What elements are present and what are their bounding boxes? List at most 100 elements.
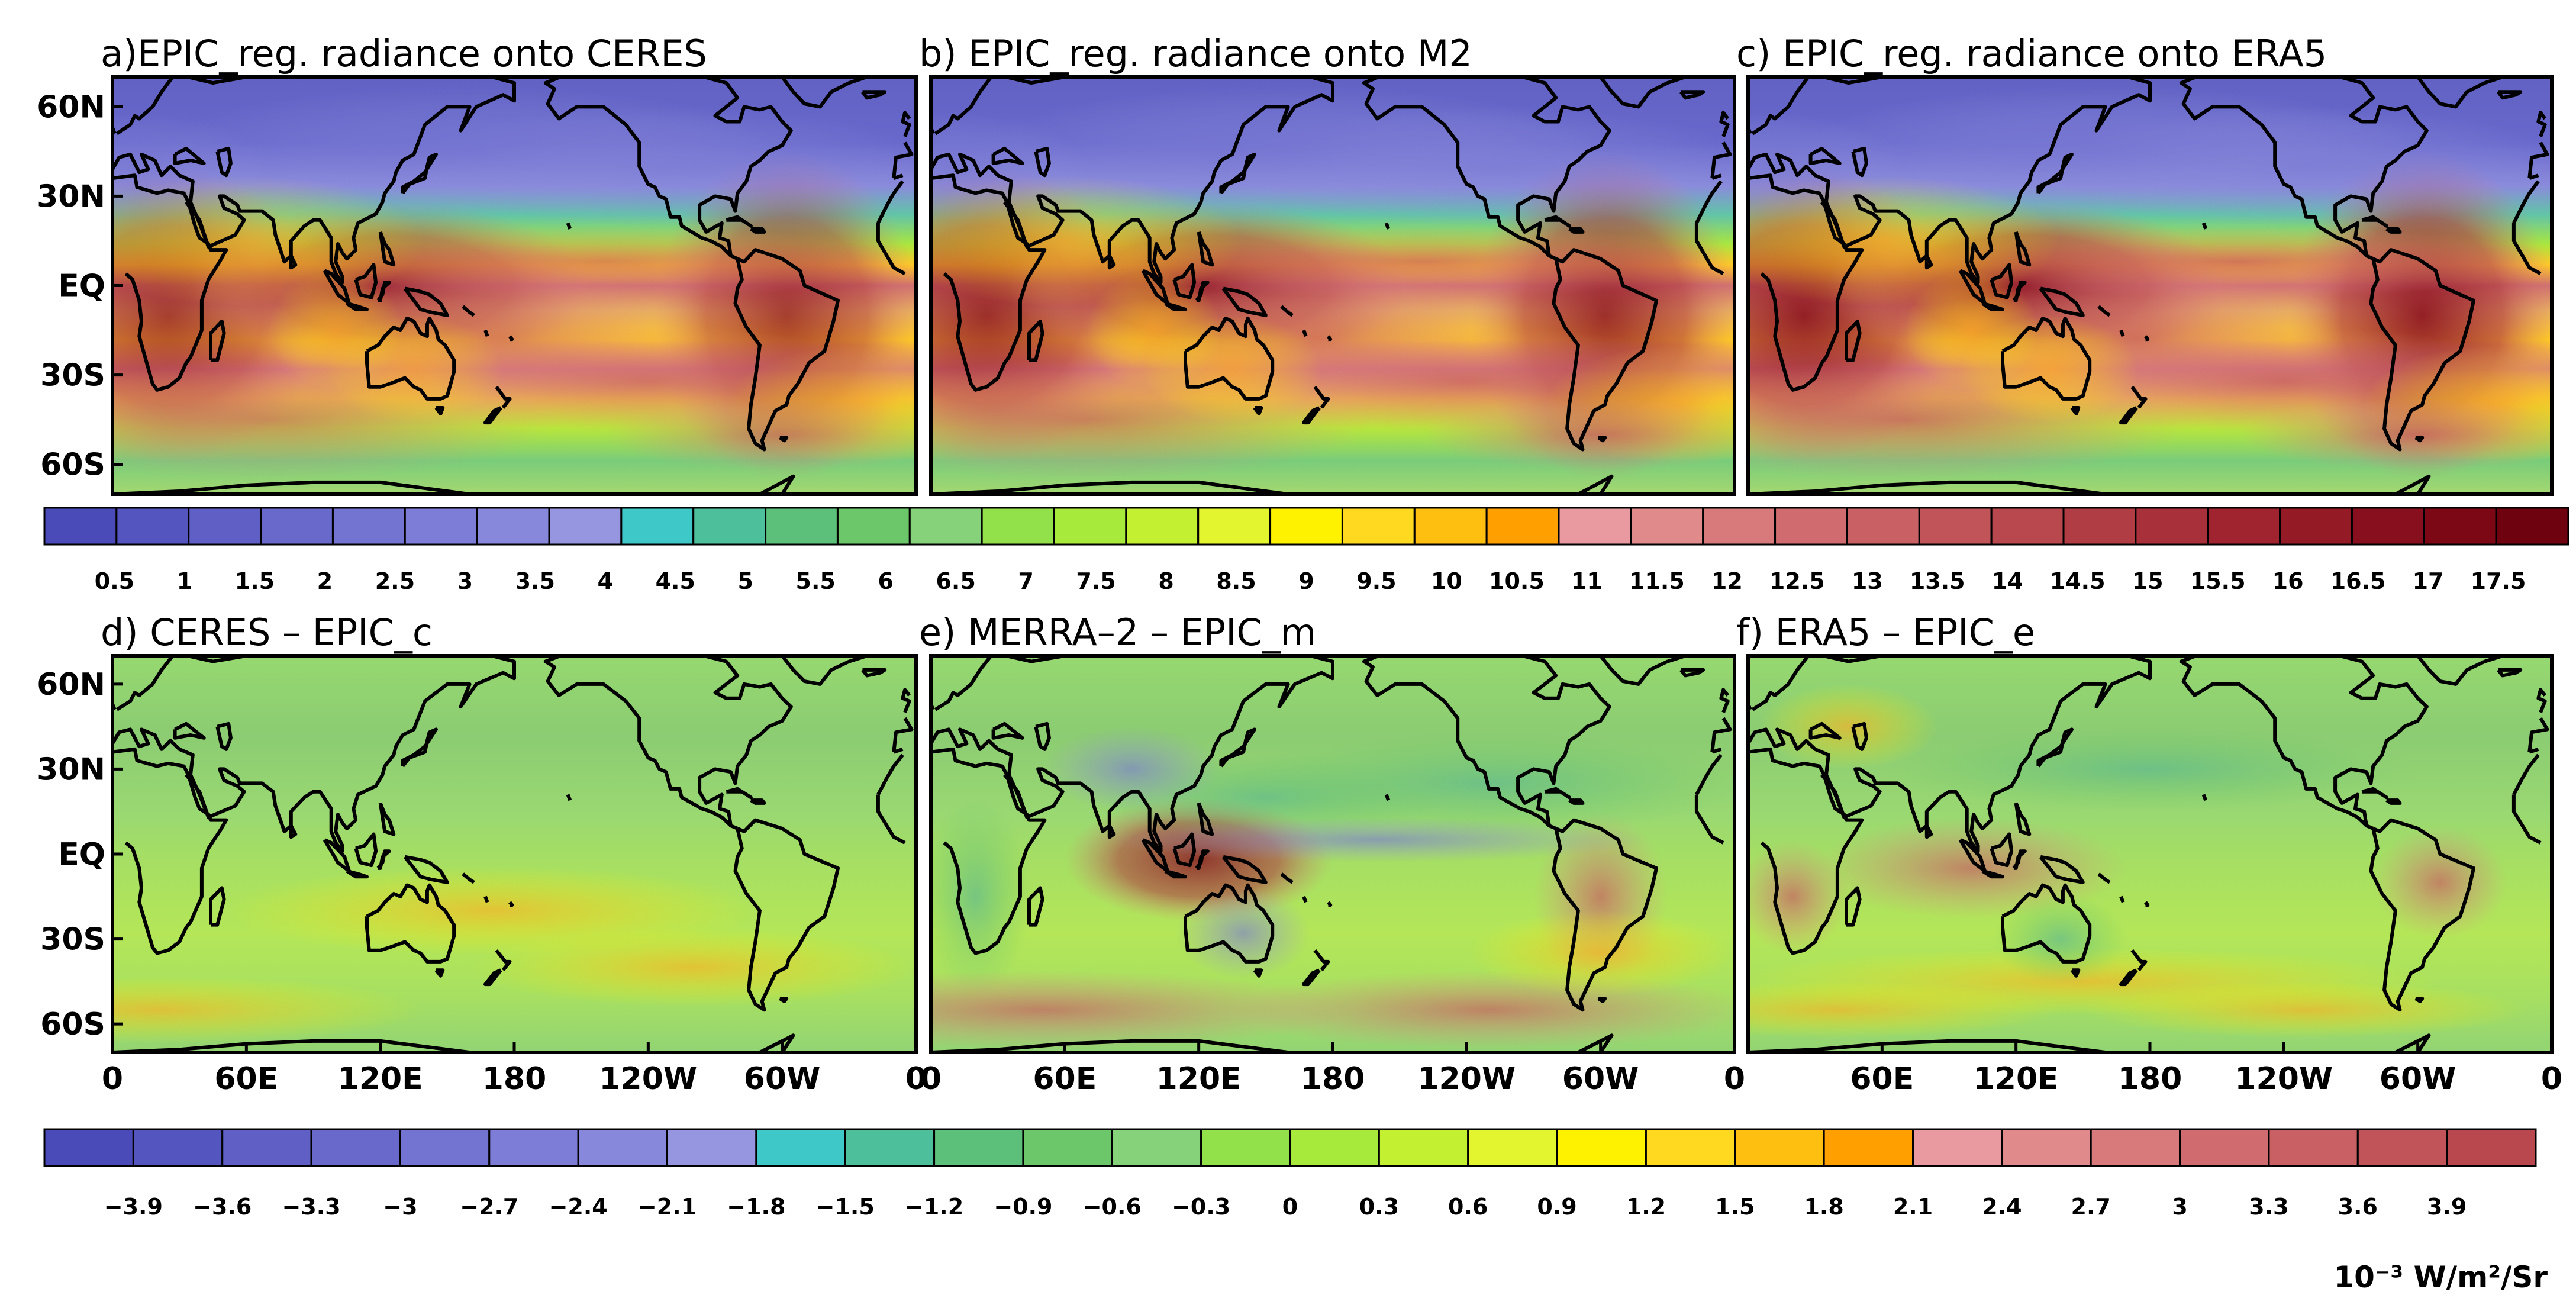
coastline-japan	[1219, 727, 1256, 768]
coastline-hispaniola	[750, 227, 766, 234]
coastline-southamerica	[733, 248, 840, 452]
coastline-java	[1981, 301, 2004, 311]
map-panel-f: f) ERA5 – EPIC_e 60E 120E 180 120W 60W 0	[1736, 611, 2562, 1097]
coastline-philippines	[378, 231, 396, 267]
colorbar-difference-label: −2.7	[460, 1194, 518, 1220]
coastline-srilanka	[1107, 254, 1116, 270]
field-anomaly-b-13	[1421, 398, 1734, 471]
coastline-australia	[365, 883, 456, 964]
coastline-solomon	[462, 872, 475, 884]
lat-tick-label: EQ	[58, 269, 105, 304]
lat-tick-label: 60S	[40, 1007, 105, 1042]
colorbar-difference-label: 0.6	[1448, 1194, 1488, 1220]
colorbar-difference-label: −1.2	[905, 1194, 963, 1220]
coastline-northamerica	[1362, 77, 1611, 260]
coastline-solomon	[462, 305, 475, 317]
coastline-newzealand	[495, 385, 512, 409]
colorbar-absolute-label: 9	[1298, 568, 1314, 594]
coastline-redsea	[185, 774, 211, 818]
field-anomaly-a-14	[269, 270, 403, 390]
coastline-falklands	[1597, 436, 1607, 443]
lat-tick-label: 60S	[40, 447, 105, 483]
coastline-iceland	[861, 90, 887, 100]
coastline-newzealand2	[483, 406, 502, 425]
colorbar-difference-swatch	[488, 1128, 579, 1167]
field-anomaly-e-8	[1042, 726, 1221, 812]
lon-tick-label: 60W	[1562, 1061, 1639, 1097]
coastline-falklands	[779, 997, 789, 1003]
coastline-newzealand2	[483, 968, 502, 987]
colorbar-absolute-label: 1.5	[235, 568, 275, 594]
colorbar-absolute-label: 11.5	[1629, 568, 1685, 594]
colorbar-absolute-label: 5.5	[796, 568, 836, 594]
colorbar-difference-label: −1.5	[816, 1194, 875, 1220]
colorbar-absolute-swatch	[331, 507, 406, 546]
coastline-antarctica	[1748, 480, 2150, 494]
coastline-borneo	[1990, 263, 2014, 299]
colorbar-difference-swatch	[132, 1128, 224, 1167]
field-anomaly-d-2	[469, 927, 916, 1007]
coastline-madagascar	[209, 319, 226, 362]
colorbar-absolute-label: 2.5	[375, 568, 415, 594]
colorbar-absolute-label: 1	[177, 568, 192, 594]
coastline-southamerica	[2369, 818, 2475, 1012]
coastline-newguinea	[2039, 286, 2085, 317]
coastline-sulawesi	[2012, 849, 2027, 870]
colorbar-difference-swatch	[1378, 1128, 1469, 1167]
colorbar-absolute-label: 3	[457, 568, 473, 594]
field-anomaly-e-10	[1109, 817, 1646, 863]
coastline-fiji	[1327, 335, 1333, 342]
coastline-hawaii	[2201, 794, 2208, 801]
field-anomaly-f-5	[1748, 981, 2061, 1039]
colorbar-absolute-label: 6.5	[936, 568, 975, 594]
coastline-solomon	[1280, 872, 1294, 884]
colorbar-absolute-label: 12	[1711, 568, 1743, 594]
lon-tick-label: 0	[920, 1061, 942, 1097]
field-anomaly-a-13	[603, 398, 916, 471]
coastline-africa	[931, 747, 1724, 955]
coastline-java	[346, 301, 369, 311]
colorbar-difference-label: −3	[383, 1194, 417, 1220]
coastline-australia	[2001, 883, 2092, 964]
colorbar-difference-swatch	[310, 1128, 401, 1167]
coastline-newzealand	[2130, 949, 2148, 972]
coastline-southamerica	[1552, 248, 1658, 452]
colorbar-absolute-label: 17.5	[2471, 568, 2526, 594]
map-panel-b: b) EPIC_reg. radiance onto M2	[919, 32, 1736, 496]
coastline-newzealand2	[2119, 406, 2138, 425]
colorbar-difference-swatch	[1645, 1128, 1736, 1167]
coastline-srilanka	[1924, 824, 1933, 839]
colorbar-difference-label: 3	[2172, 1194, 2187, 1220]
colorbar-absolute-swatch	[908, 507, 983, 546]
colorbar-absolute-label: 2	[317, 568, 333, 594]
colorbar-difference-label: 2.7	[2071, 1194, 2111, 1220]
coastline-philippines	[1197, 802, 1214, 836]
lat-tick-label: EQ	[58, 837, 105, 872]
lon-tick-label: 0	[102, 1061, 123, 1097]
coastline-iceland	[861, 668, 887, 678]
field-anomaly-c-14	[1904, 270, 2039, 390]
coastline-newzealand	[1313, 385, 1330, 409]
coastline-southamerica	[733, 818, 840, 1012]
coastline-antarctica	[931, 480, 1333, 494]
colorbar-absolute-swatch	[1053, 507, 1127, 546]
colorbar-absolute-swatch	[1846, 507, 1920, 546]
coastline-sumatra	[1958, 269, 1987, 305]
coastline-falklands	[779, 436, 789, 443]
colorbar-difference-label: −0.9	[994, 1194, 1052, 1220]
colorbar-absolute-swatch	[1918, 507, 1993, 546]
coastline-hawaii	[566, 222, 572, 230]
coastline-vanuatu	[2119, 895, 2125, 903]
colorbar-difference-label: −1.8	[727, 1194, 785, 1220]
colorbar-difference-swatch	[1556, 1128, 1647, 1167]
coastline-madagascar	[1027, 319, 1044, 362]
colorbar-difference-label: −3.9	[104, 1194, 163, 1220]
coastline-newguinea	[2039, 855, 2085, 884]
coastline-redsea	[1820, 201, 1846, 247]
coastline-srilanka	[1107, 824, 1116, 839]
colorbar-difference-swatch	[1734, 1128, 1825, 1167]
lon-tick-label: 60E	[1850, 1061, 1914, 1097]
map-frame-b	[929, 75, 1736, 496]
coastline-newzealand	[2130, 385, 2148, 409]
colorbar-absolute-swatch	[2495, 507, 2569, 546]
